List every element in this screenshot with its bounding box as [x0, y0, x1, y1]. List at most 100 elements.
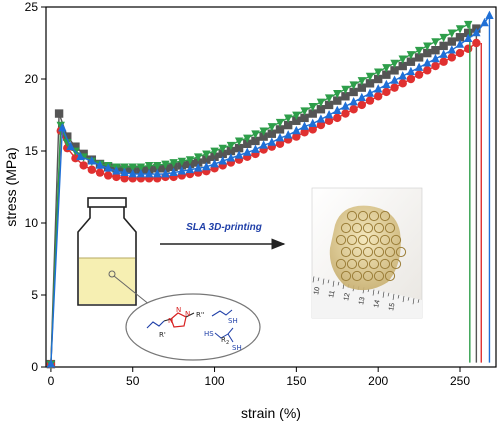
data-point [136, 163, 146, 172]
data-point [267, 137, 277, 146]
y-tick-label: 25 [25, 0, 39, 14]
ruler-num-0: 10 [313, 286, 321, 295]
data-point [349, 87, 358, 97]
data-point [333, 105, 342, 115]
lattice-cell [379, 234, 391, 246]
data-point [398, 55, 407, 64]
lattice-cell [368, 210, 380, 222]
data-point [243, 139, 252, 148]
lattice-cell [395, 246, 407, 258]
lattice-cell [346, 210, 358, 222]
data-point [144, 162, 154, 171]
data-point [324, 116, 334, 125]
data-point [259, 140, 268, 149]
lattice-cell [351, 246, 363, 258]
data-point [382, 70, 391, 79]
chem-label-n3: N [185, 310, 190, 318]
data-point [485, 10, 494, 19]
data-point [283, 130, 293, 139]
data-point [210, 158, 219, 168]
series-1 [46, 38, 482, 369]
data-point [234, 137, 244, 146]
data-point [308, 109, 317, 118]
data-point [431, 38, 440, 47]
data-point [333, 96, 342, 105]
data-point [76, 151, 85, 161]
data-point [275, 139, 285, 148]
data-point [472, 38, 481, 48]
data-point [382, 87, 391, 97]
data-point [406, 51, 416, 60]
data-point [292, 125, 301, 135]
data-point [185, 164, 195, 174]
lattice-cell [384, 270, 396, 282]
data-point [406, 66, 416, 76]
data-point [406, 57, 416, 66]
lattice-cell [379, 210, 391, 222]
data-point [447, 29, 457, 38]
lattice-cells [335, 210, 407, 282]
ruler-tick [392, 293, 395, 300]
data-point [447, 45, 457, 54]
x-tick-label: 200 [368, 374, 388, 388]
data-point [283, 120, 293, 130]
data-point [357, 83, 367, 92]
data-point [46, 359, 56, 368]
ruler-tick [372, 289, 375, 296]
data-point [161, 160, 170, 169]
printed-lattice-photo: 10 11 12 13 14 15 [311, 187, 423, 319]
data-point [365, 88, 375, 97]
data-point [202, 161, 211, 171]
data-point [390, 83, 399, 92]
data-point [275, 125, 285, 134]
data-point [390, 75, 399, 84]
data-point [58, 122, 67, 132]
plot-frame [45, 6, 497, 368]
lattice-cell [368, 234, 380, 246]
x-tick-label: 150 [286, 374, 306, 388]
data-point [120, 167, 129, 176]
y-tick-label: 20 [25, 72, 39, 86]
data-point [177, 157, 187, 167]
data-point [431, 53, 440, 63]
chem-label-sh1: SH [228, 317, 238, 325]
ruler-tick [397, 294, 400, 299]
x-tick-label: 50 [126, 374, 140, 388]
x-tick-label: 0 [48, 374, 55, 388]
data-point [349, 81, 358, 90]
data-point [423, 48, 432, 58]
data-point [406, 74, 416, 84]
data-point [455, 33, 465, 42]
ruler-tick [387, 292, 390, 297]
ruler-tick [317, 277, 320, 282]
data-point [103, 171, 113, 180]
data-point [439, 41, 448, 51]
data-point [267, 129, 277, 138]
data-point [267, 123, 277, 132]
data-point [365, 96, 375, 105]
data-point [226, 146, 236, 156]
data-point [341, 92, 350, 101]
data-point [292, 132, 301, 141]
data-point [357, 77, 367, 86]
data-point [431, 46, 440, 55]
data-point [423, 42, 432, 51]
data-point [439, 33, 448, 43]
lattice-cell [357, 210, 369, 222]
data-point [414, 70, 424, 79]
series-3 [46, 10, 494, 368]
lattice-cell [351, 222, 363, 234]
data-point [251, 144, 260, 153]
ruler-tick [382, 291, 385, 298]
data-point [210, 152, 219, 161]
data-point [324, 110, 334, 119]
lattice-cell [357, 234, 369, 246]
data-point [373, 84, 383, 93]
y-tick-label: 0 [31, 360, 38, 374]
x-axis-title: strain (%) [241, 405, 301, 421]
data-point [439, 57, 448, 66]
ruler-tick [417, 299, 420, 303]
data-point [202, 155, 211, 164]
data-point [177, 166, 187, 175]
data-point [398, 71, 407, 80]
